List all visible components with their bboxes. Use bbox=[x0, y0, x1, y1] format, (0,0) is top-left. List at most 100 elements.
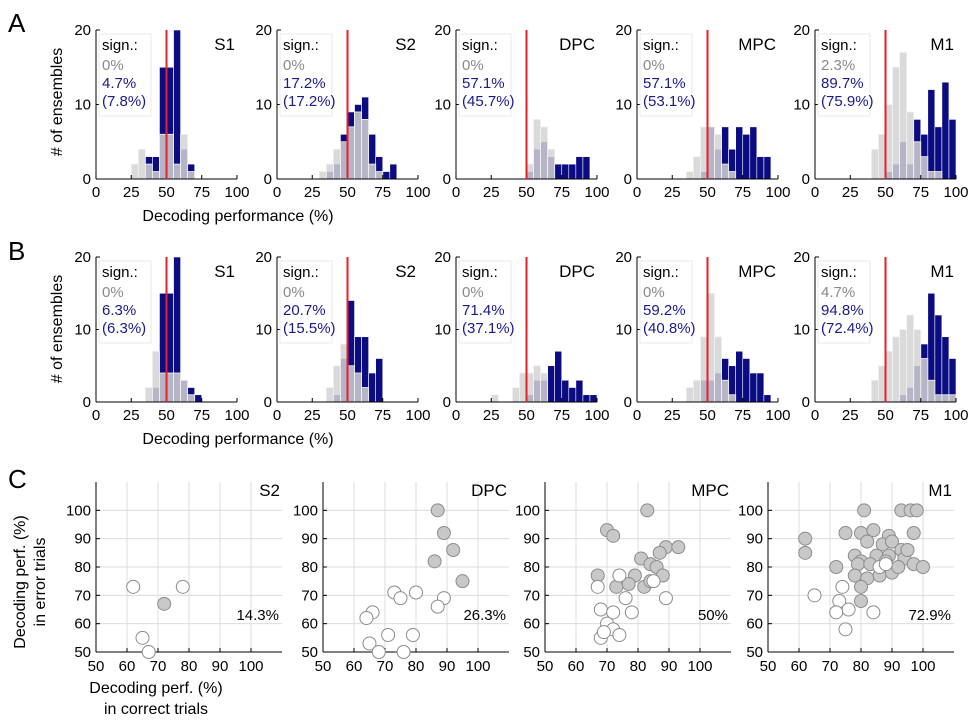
sig-shuffle-value: 0% bbox=[462, 57, 484, 74]
x-tick-label: 100 bbox=[224, 184, 249, 201]
region-title: M1 bbox=[928, 481, 952, 500]
bar-shuffled bbox=[347, 365, 355, 403]
sig-real-value: 89.7% bbox=[821, 75, 864, 92]
x-tick-label: 75 bbox=[553, 407, 570, 424]
bar-real bbox=[547, 365, 556, 403]
bar-shuffled bbox=[934, 394, 943, 403]
bar-real bbox=[749, 126, 758, 180]
region-title: MPC bbox=[738, 35, 776, 54]
scatter-ylabel-line1: Decoding perf. (%) bbox=[12, 515, 29, 648]
bar-shuffled bbox=[325, 163, 334, 180]
bar-shuffled bbox=[693, 156, 701, 180]
region-title: S1 bbox=[214, 262, 235, 281]
sig-real-value: 17.2% bbox=[283, 75, 326, 92]
y-tick-label: 0 bbox=[264, 394, 272, 411]
panel-letter-b: B bbox=[8, 236, 25, 266]
y-tick-label: 0 bbox=[624, 394, 632, 411]
sig-box bbox=[817, 260, 871, 344]
point-filled bbox=[891, 560, 906, 574]
x-tick-label: 75 bbox=[912, 184, 929, 201]
hist-ylabel-b: # of ensembles bbox=[49, 275, 66, 384]
bar-shuffled bbox=[927, 171, 936, 180]
bar-shuffled bbox=[180, 379, 189, 403]
x-tick-label: 50 bbox=[158, 407, 175, 424]
bar-shuffled bbox=[533, 365, 541, 403]
x-tick-label: 50 bbox=[339, 407, 356, 424]
x-tick-label: 100 bbox=[465, 658, 490, 675]
point-open bbox=[593, 602, 608, 617]
sig-real-paren-value: (53.1%) bbox=[643, 93, 696, 110]
percent-label: 14.3% bbox=[236, 607, 279, 624]
bar-real bbox=[575, 156, 584, 180]
bar-shuffled bbox=[700, 126, 708, 180]
histogram-b-m1: 0 10 20 0 25 50 75 100 sign.: 4.7%94.8%(72.4%) M1 bbox=[793, 249, 968, 424]
point-open bbox=[409, 585, 423, 600]
bar-real bbox=[561, 379, 570, 403]
y-tick-label: 0 bbox=[624, 171, 632, 188]
hist-xlabel-b: Decoding performance (%) bbox=[142, 431, 333, 448]
x-tick-label: 50 bbox=[339, 184, 356, 201]
y-tick-label: 20 bbox=[255, 249, 272, 266]
bar-shuffled bbox=[526, 372, 534, 403]
bar-shuffled bbox=[871, 148, 879, 180]
histogram-a-dpc: 0 10 20 0 25 50 75 100 sign.: 0%57.1%(45.7%) DPC bbox=[434, 22, 609, 201]
sig-label: sign.: bbox=[102, 37, 138, 54]
x-tick-label: 0 bbox=[452, 407, 460, 424]
x-tick-label: 90 bbox=[661, 658, 678, 675]
point-open bbox=[381, 628, 396, 642]
point-filled bbox=[436, 526, 451, 540]
point-open bbox=[405, 628, 420, 642]
bar-real bbox=[582, 394, 591, 403]
point-open bbox=[135, 630, 150, 645]
point-filled bbox=[798, 531, 813, 546]
y-tick-label: 70 bbox=[74, 587, 91, 604]
x-tick-label: 25 bbox=[842, 184, 859, 201]
bar-real bbox=[582, 156, 591, 180]
bar-shuffled bbox=[332, 148, 341, 180]
x-tick-label: 25 bbox=[664, 184, 681, 201]
bar-real bbox=[763, 156, 772, 180]
sig-label: sign.: bbox=[643, 264, 679, 281]
bar-shuffled bbox=[685, 171, 694, 180]
bar-shuffled bbox=[728, 394, 737, 403]
bar-shuffled bbox=[159, 133, 167, 180]
point-filled bbox=[606, 528, 621, 543]
point-open bbox=[359, 611, 374, 625]
x-tick-label: 0 bbox=[633, 407, 641, 424]
panel-letter-a: A bbox=[8, 8, 26, 38]
x-tick-label: 100 bbox=[238, 658, 263, 675]
bar-shuffled bbox=[899, 329, 908, 403]
y-tick-label: 90 bbox=[74, 531, 91, 548]
scatter-mpc: 50 60 70 80 90 100 50 60 70 80 90 100 MPC 50% bbox=[515, 481, 731, 675]
y-tick-label: 0 bbox=[443, 394, 451, 411]
y-tick-label: 70 bbox=[746, 587, 763, 604]
point-open bbox=[175, 579, 190, 594]
x-tick-label: 50 bbox=[537, 658, 554, 675]
point-filled bbox=[640, 503, 655, 518]
point-open bbox=[807, 588, 822, 603]
x-tick-label: 50 bbox=[518, 184, 535, 201]
sig-box bbox=[458, 260, 512, 344]
point-filled bbox=[857, 503, 872, 518]
sig-label: sign.: bbox=[283, 37, 319, 54]
bar-shuffled bbox=[318, 171, 327, 180]
sig-real-paren-value: (6.3%) bbox=[102, 320, 146, 337]
bar-shuffled bbox=[714, 336, 722, 403]
y-tick-label: 0 bbox=[443, 171, 451, 188]
x-tick-label: 90 bbox=[884, 658, 901, 675]
point-filled bbox=[885, 534, 899, 549]
point-open bbox=[841, 602, 856, 617]
y-tick-label: 10 bbox=[615, 97, 632, 114]
x-tick-label: 100 bbox=[943, 407, 968, 424]
bar-shuffled bbox=[151, 350, 160, 403]
x-tick-label: 50 bbox=[877, 407, 894, 424]
y-tick-label: 20 bbox=[255, 22, 272, 39]
bar-shuffled bbox=[540, 372, 549, 403]
sig-shuffle-value: 0% bbox=[102, 284, 124, 301]
hist-xlabel-a: Decoding performance (%) bbox=[142, 208, 333, 225]
bar-shuffled bbox=[137, 148, 146, 180]
bar-shuffled bbox=[325, 387, 334, 403]
histogram-b-s1: 0 10 20 0 25 50 75 100 sign.: 0%6.3%(6.3%) S1 bbox=[74, 249, 249, 424]
y-tick-label: 20 bbox=[615, 22, 632, 39]
bar-real bbox=[194, 394, 203, 403]
